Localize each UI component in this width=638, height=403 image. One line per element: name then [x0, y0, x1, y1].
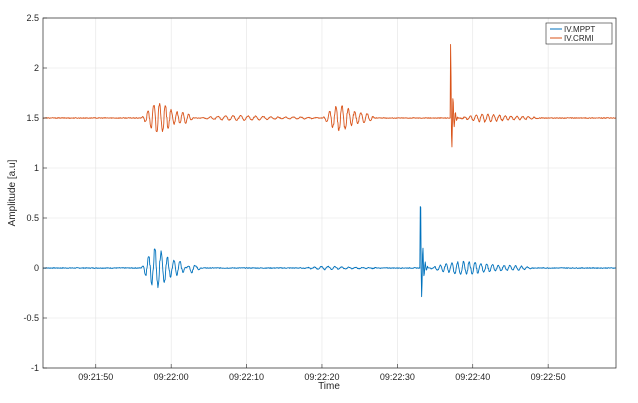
x-tick-label: 09:22:00 [154, 372, 189, 382]
plot-frame [42, 17, 617, 369]
y-tick-label: -1 [31, 363, 39, 373]
series-line-iv-mppt [42, 206, 616, 298]
legend: IV.MPPT IV.CRMI [545, 22, 613, 45]
x-tick-label: 09:22:10 [229, 372, 264, 382]
y-tick-label: 2.5 [26, 13, 39, 23]
x-axis-ticks: 09:21:50 09:22:00 09:22:10 09:22:20 09:22:30… [78, 364, 566, 382]
legend-label-iv-mppt: IV.MPPT [564, 25, 595, 34]
y-axis-ticks: -1 -0.5 0 0.5 1 1.5 2 2.5 [23, 13, 47, 373]
x-axis-label: Time [318, 381, 340, 392]
series-group [42, 44, 617, 298]
x-tick-label: 09:22:40 [455, 372, 490, 382]
plot-background [43, 18, 616, 368]
x-tick-label: 09:21:50 [78, 372, 113, 382]
y-tick-label: 1.5 [26, 113, 39, 123]
x-tick-label: 09:22:50 [531, 372, 566, 382]
y-tick-label: 0.5 [26, 213, 39, 223]
y-tick-label: 2 [34, 63, 39, 73]
y-axis-label: Amplitude [a.u] [7, 159, 18, 226]
y-tick-label: 1 [34, 163, 39, 173]
y-tick-label: -0.5 [23, 313, 39, 323]
x-tick-label: 09:22:20 [304, 372, 339, 382]
x-tick-label: 09:22:30 [380, 372, 415, 382]
y-tick-label: 0 [34, 263, 39, 273]
legend-box [545, 22, 613, 45]
legend-label-iv-crmi: IV.CRMI [564, 34, 594, 43]
series-line-iv-crmi [42, 44, 617, 148]
